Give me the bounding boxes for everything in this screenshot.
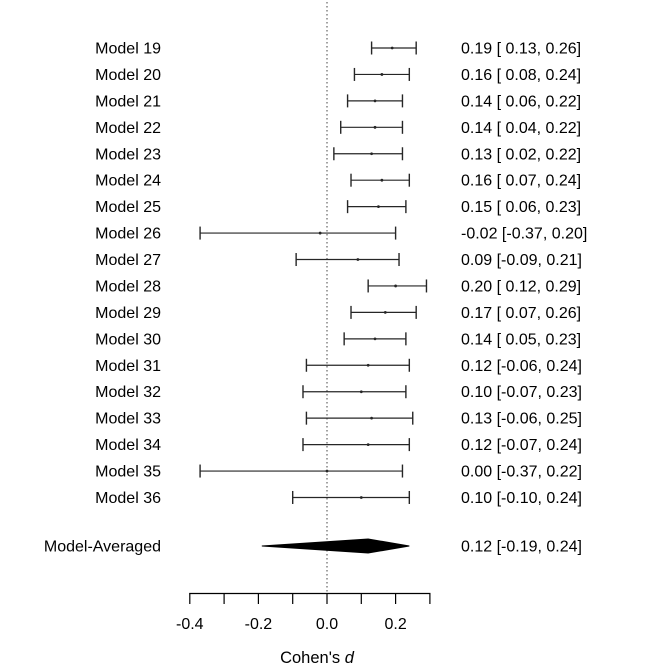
estimate-dot — [394, 284, 397, 288]
row-annotation: 0.16 [ 0.07, 0.24] — [461, 173, 581, 190]
row-annotation: 0.13 [-0.06, 0.25] — [461, 411, 582, 428]
estimate-dot — [373, 99, 377, 103]
row-label: Model 26 — [95, 226, 161, 243]
row-label: Model 20 — [95, 67, 161, 84]
estimate-dot — [370, 416, 373, 420]
estimate-dot — [373, 337, 377, 341]
row-annotation: 0.10 [-0.07, 0.23] — [461, 384, 582, 401]
row-label: Model 28 — [95, 278, 161, 295]
row-label: Model 27 — [95, 252, 161, 269]
x-axis-tick-label: 0.0 — [316, 616, 338, 633]
estimate-dot — [383, 311, 387, 314]
row-annotation: 0.17 [ 0.07, 0.26] — [461, 305, 581, 322]
estimate-dot — [325, 469, 329, 473]
estimate-dot — [356, 258, 360, 261]
row-annotation: 0.14 [ 0.04, 0.22] — [461, 120, 581, 137]
row-annotation: 0.14 [ 0.06, 0.22] — [461, 93, 581, 110]
row-label: Model 31 — [95, 358, 161, 375]
row-annotation: 0.10 [-0.10, 0.24] — [461, 490, 582, 507]
estimate-dot — [366, 443, 370, 446]
row-label: Model 32 — [95, 384, 161, 401]
row-annotation: 0.15 [ 0.06, 0.23] — [461, 199, 581, 216]
row-annotation: 0.20 [ 0.12, 0.29] — [461, 278, 581, 295]
row-annotation: 0.13 [ 0.02, 0.22] — [461, 146, 581, 163]
row-annotation: 0.09 [-0.09, 0.21] — [461, 252, 582, 269]
estimate-dot — [390, 46, 394, 50]
row-label: Model 21 — [95, 93, 161, 110]
x-axis-title: Cohen's d — [280, 649, 355, 667]
estimate-dot — [366, 363, 370, 367]
row-annotation: 0.12 [-0.07, 0.24] — [461, 437, 582, 454]
x-axis-tick-label: -0.4 — [176, 616, 204, 633]
row-label: Model 24 — [95, 173, 161, 190]
row-label: Model 33 — [95, 411, 161, 428]
row-annotation: 0.16 [ 0.08, 0.24] — [461, 67, 581, 84]
summary-diamond — [261, 538, 410, 554]
row-label: Model 19 — [95, 41, 161, 58]
summary-annotation: 0.12 [-0.19, 0.24] — [461, 539, 582, 556]
row-label: Model 22 — [95, 120, 161, 137]
estimate-dot — [359, 496, 363, 499]
estimate-dot — [380, 178, 384, 182]
estimate-dot — [370, 152, 373, 156]
row-label: Model 29 — [95, 305, 161, 322]
row-label: Model 30 — [95, 331, 161, 348]
estimate-dot — [373, 125, 377, 129]
estimate-dot — [318, 231, 322, 235]
row-annotation: -0.02 [-0.37, 0.20] — [461, 226, 587, 243]
row-label: Model 35 — [95, 464, 161, 481]
estimate-dot — [359, 390, 363, 394]
x-axis-tick-label: -0.2 — [245, 616, 273, 633]
row-label: Model 25 — [95, 199, 161, 216]
estimate-dot — [380, 73, 384, 76]
estimate-dot — [377, 205, 380, 209]
row-annotation: 0.19 [ 0.13, 0.26] — [461, 41, 581, 58]
summary-label: Model-Averaged — [44, 539, 161, 556]
row-label: Model 23 — [95, 146, 161, 163]
x-axis-tick-label: 0.2 — [384, 616, 406, 633]
row-annotation: 0.14 [ 0.05, 0.23] — [461, 331, 581, 348]
row-label: Model 36 — [95, 490, 161, 507]
row-annotation: 0.12 [-0.06, 0.24] — [461, 358, 582, 375]
row-annotation: 0.00 [-0.37, 0.22] — [461, 464, 582, 481]
row-label: Model 34 — [95, 437, 161, 454]
